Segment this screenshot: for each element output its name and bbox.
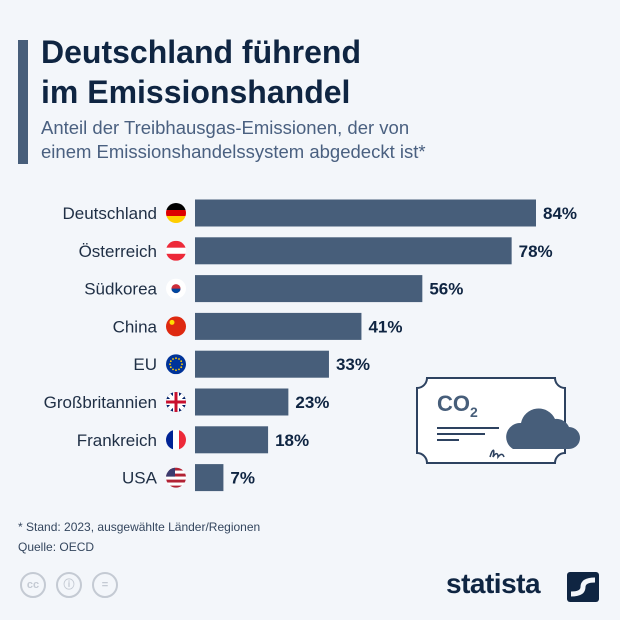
bar xyxy=(195,237,512,265)
signature-icon xyxy=(489,449,505,460)
statista-logo-mark-icon xyxy=(567,572,599,602)
flag-austria-icon xyxy=(166,240,186,261)
value-label: 41% xyxy=(368,317,402,336)
value-label: 78% xyxy=(519,242,553,261)
bar xyxy=(195,312,362,340)
flag-china-icon xyxy=(166,316,186,337)
title-accent-bar xyxy=(18,40,28,164)
page-title: Deutschland führend im Emissionshandel xyxy=(41,32,561,112)
title-line: im Emissionshandel xyxy=(41,74,351,110)
source: Quelle: OECD xyxy=(18,540,95,554)
value-label: 18% xyxy=(275,431,309,450)
bar xyxy=(195,388,289,416)
footnote: * Stand: 2023, ausgewählte Länder/Region… xyxy=(18,517,260,557)
bar xyxy=(195,464,224,492)
by-icon[interactable]: ⓘ xyxy=(56,572,82,598)
flag-south-korea-icon xyxy=(166,278,186,299)
flag-uk-icon xyxy=(166,392,186,412)
category-label: USA xyxy=(122,469,158,488)
subtitle-line: einem Emissionshandelssystem abgedeckt i… xyxy=(41,141,426,162)
value-label: 7% xyxy=(230,469,255,488)
title-line: Deutschland führend xyxy=(41,34,362,70)
value-label: 23% xyxy=(295,393,329,412)
flag-eu-icon xyxy=(166,354,186,375)
bar-chart: Deutschland 84% Österreich 78% Südkorea 56% Ch… xyxy=(44,199,577,492)
category-label: China xyxy=(113,317,158,336)
category-label: Deutschland xyxy=(62,204,157,223)
co2-text: CO2 xyxy=(437,391,478,420)
bar xyxy=(195,426,269,454)
flag-germany-icon xyxy=(166,203,186,223)
category-label: Österreich xyxy=(79,242,157,261)
bar xyxy=(195,350,329,378)
co2-certificate-illustration: CO2 xyxy=(416,377,580,464)
nd-icon[interactable]: = xyxy=(92,572,118,598)
category-label: Großbritannien xyxy=(44,393,157,412)
note: * Stand: 2023, ausgewählte Länder/Region… xyxy=(18,520,261,534)
value-label: 56% xyxy=(429,280,463,299)
value-label: 33% xyxy=(336,355,370,374)
subtitle: Anteil der Treibhausgas-Emissionen, der … xyxy=(41,116,601,164)
bar xyxy=(195,275,423,303)
cc-icon[interactable]: cc xyxy=(20,572,46,598)
flag-usa-icon xyxy=(166,467,186,488)
bar xyxy=(195,199,536,227)
flag-france-icon xyxy=(166,429,186,450)
cloud-icon xyxy=(506,408,580,449)
category-label: Frankreich xyxy=(77,431,157,450)
category-label: Südkorea xyxy=(84,280,157,299)
value-label: 84% xyxy=(543,204,577,223)
statista-logo[interactable]: statista xyxy=(446,568,541,599)
subtitle-line: Anteil der Treibhausgas-Emissionen, der … xyxy=(41,117,410,138)
category-label: EU xyxy=(133,355,157,374)
